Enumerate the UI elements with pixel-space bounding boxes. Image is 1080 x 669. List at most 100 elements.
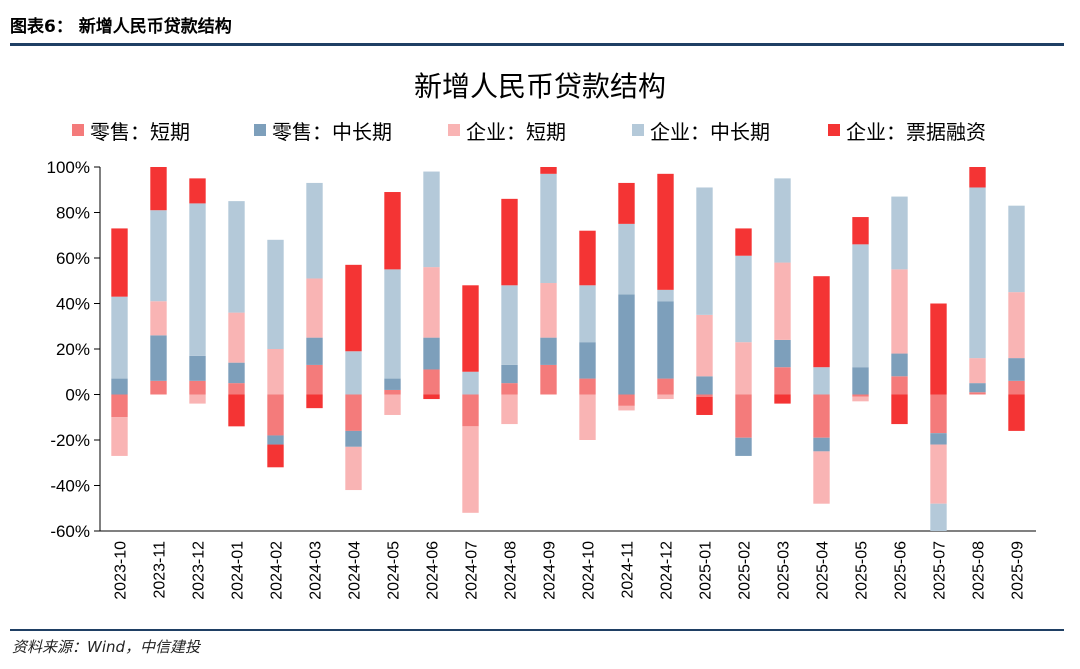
bar-segment [735,394,752,438]
bar-segment [696,394,713,397]
x-tick-label: 2024-10 [581,541,598,600]
bar-segment [228,362,245,384]
bar-segment [384,394,401,415]
bar-segment [735,255,752,343]
bar-segment [813,451,830,504]
bar-segment [657,289,674,302]
x-tick-label: 2024-06 [425,541,442,600]
bar-segment [852,217,869,245]
bar-segment [111,228,128,297]
bar-segment [774,339,791,368]
bar-segment [930,433,947,445]
bar-segment [540,283,557,338]
bar-segment [501,285,518,365]
bar-segment [345,394,362,431]
bar-segment [267,435,284,445]
header-rule [10,43,1064,46]
bar-segment [1008,380,1025,395]
bar-segment [540,337,557,365]
bar-segment [618,182,635,224]
x-tick-label: 2025-08 [971,541,988,600]
bar-segment [813,367,830,395]
bar-segment [735,228,752,256]
bar-segment [345,264,362,352]
bar-segment [540,364,557,395]
bar-segment [501,364,518,384]
bar-segment [306,337,323,365]
bar-segment [1008,394,1025,431]
bar-segment [111,417,128,456]
bar-segment [150,210,167,302]
bar-segment [189,380,206,395]
bar-segment [345,430,362,447]
x-tick-label: 2024-07 [464,541,481,600]
source-note: 资料来源：Wind，中信建投 [12,638,201,656]
bar-segment [579,394,596,440]
x-tick-label: 2023-10 [113,541,130,600]
bar-segment [501,383,518,395]
bar-segment [618,294,635,395]
bar-segment [228,394,245,427]
x-tick-label: 2023-11 [152,541,169,599]
bar-segment [774,178,791,263]
bar-segment [774,367,791,395]
bar-segment [150,380,167,395]
bar-segment [930,394,947,434]
y-tick-label: 0% [65,386,90,405]
figure-header: 图表6： 新增人民币贷款结构 [10,12,232,37]
bar-segment [1008,292,1025,359]
x-tick-label: 2024-03 [308,541,325,600]
bar-segment [735,342,752,395]
bar-segment [228,383,245,395]
x-tick-label: 2024-02 [269,541,286,600]
bar-segment [111,378,128,395]
bar-segment [813,394,830,438]
bar-segment [579,230,596,286]
bar-segment [969,358,986,384]
bar-segment [852,394,869,397]
bar-segment [306,394,323,409]
bar-segment [657,378,674,395]
x-tick-label: 2024-01 [230,541,247,600]
bar-segment [384,269,401,379]
x-tick-label: 2025-06 [893,541,910,600]
x-tick-label: 2023-12 [191,541,208,600]
bar-segment [345,351,362,395]
y-tick-label: -40% [50,477,90,496]
bar-segment [696,187,713,315]
bar-segment [540,173,557,284]
x-tick-label: 2025-09 [1010,541,1027,600]
bar-segment [618,223,635,295]
bar-segment [111,394,128,418]
figure-title: 新增人民币贷款结构 [78,17,232,37]
bar-segment [696,314,713,377]
bar-segment [189,355,206,381]
bar-segment [111,296,128,379]
bar-segment [891,269,908,354]
bar-segment [618,405,635,411]
legend-swatch [632,124,644,136]
bar-segment [774,262,791,340]
bar-segment [462,394,479,427]
y-tick-label: 20% [56,340,90,359]
legend-swatch [254,124,266,136]
bar-segment [969,383,986,393]
x-tick-label: 2025-03 [776,541,793,600]
y-tick-label: 100% [47,158,90,177]
bar-segment [852,244,869,368]
bar-segment [579,378,596,395]
bar-segment [423,394,440,400]
x-tick-label: 2025-01 [698,541,715,600]
bar-segment [657,301,674,379]
bar-segment [462,285,479,372]
bar-segment [306,364,323,395]
bar-segment [189,178,206,204]
y-tick-label: -20% [50,431,90,450]
y-tick-label: -60% [50,522,90,541]
bar-segment [1008,205,1025,293]
bar-segment [423,369,440,395]
bar-segment [228,312,245,363]
bar-segment [657,394,674,400]
chart-title: 新增人民币贷款结构 [414,70,666,103]
legend-label: 零售：短期 [90,120,190,144]
